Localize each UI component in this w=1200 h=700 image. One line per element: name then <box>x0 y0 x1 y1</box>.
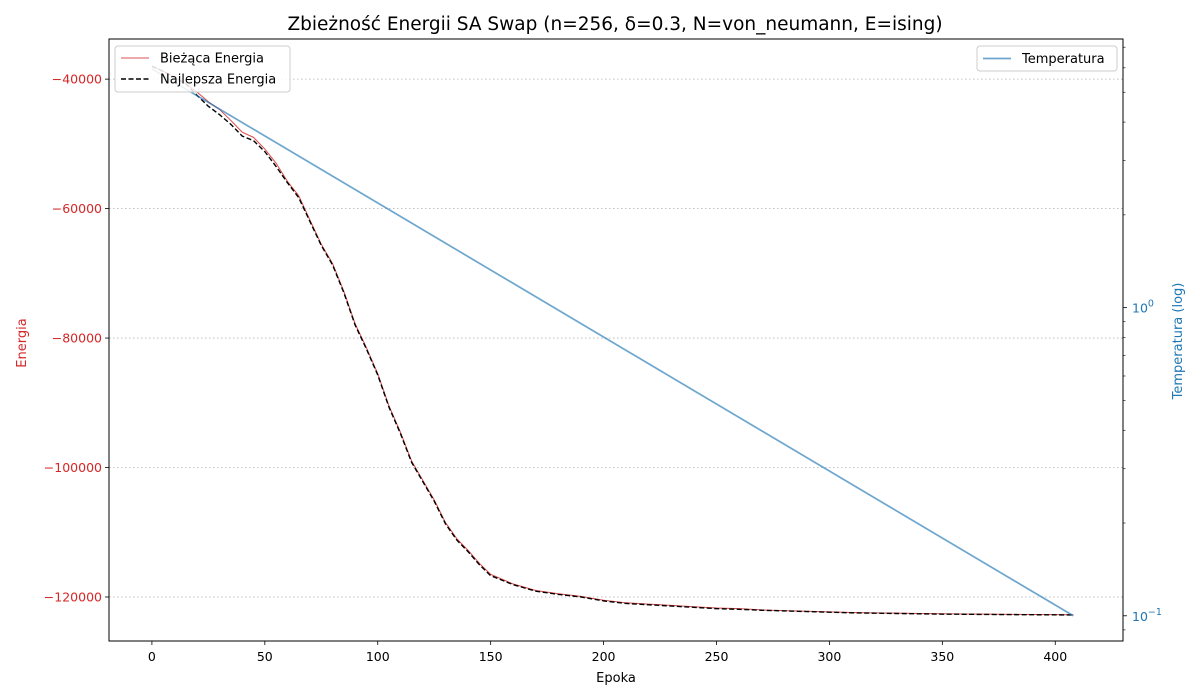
y-axis-label: Energia <box>15 318 30 367</box>
legend-best-label: Najlepsza Energia <box>160 73 276 88</box>
y-tick-label: −60000 <box>52 201 102 216</box>
y2-tick-label: 100 <box>1132 299 1154 316</box>
x-tick-label: 150 <box>479 649 503 664</box>
legend-temperature-label: Temperatura <box>1021 52 1105 67</box>
x-axis-label: Epoka <box>596 671 636 686</box>
plot-lines <box>151 65 1074 617</box>
legend-temperature-box <box>976 45 1118 72</box>
y-axis-right: 100 10−1 <box>1123 46 1162 631</box>
legend-current-label: Bieżąca Energia <box>160 52 264 67</box>
x-tick-label: 200 <box>592 649 616 664</box>
y-tick-label: −80000 <box>52 331 102 346</box>
best-energy-line <box>151 65 1074 616</box>
chart-title: Zbieżność Energii SA Swap (n=256, δ=0.3,… <box>287 14 942 35</box>
y2-axis-label: Temperatura (log) <box>1171 283 1186 401</box>
x-tick-label: 250 <box>705 649 729 664</box>
x-tick-label: 0 <box>148 649 156 664</box>
legend-temperature: Temperatura <box>976 45 1118 72</box>
x-tick-label: 100 <box>366 649 390 664</box>
y-axis-left: −40000 −60000 −80000 −100000 −120000 <box>44 72 109 604</box>
x-tick-label: 350 <box>930 649 954 664</box>
y2-tick-label: 10−1 <box>1132 607 1162 624</box>
x-tick-label: 300 <box>817 649 841 664</box>
plot-area-frame <box>108 38 1124 642</box>
x-tick-label: 400 <box>1043 649 1067 664</box>
y-tick-label: −40000 <box>52 72 102 87</box>
legend-energy: Bieżąca Energia Najlepsza Energia <box>114 45 291 93</box>
x-tick-label: 50 <box>257 649 273 664</box>
temperature-line <box>151 68 1074 617</box>
x-axis: 0 50 100 150 200 250 300 350 400 <box>148 641 1067 664</box>
y-tick-label: −100000 <box>44 460 102 475</box>
legend-energy-box <box>114 45 291 93</box>
y-tick-label: −120000 <box>44 589 102 604</box>
